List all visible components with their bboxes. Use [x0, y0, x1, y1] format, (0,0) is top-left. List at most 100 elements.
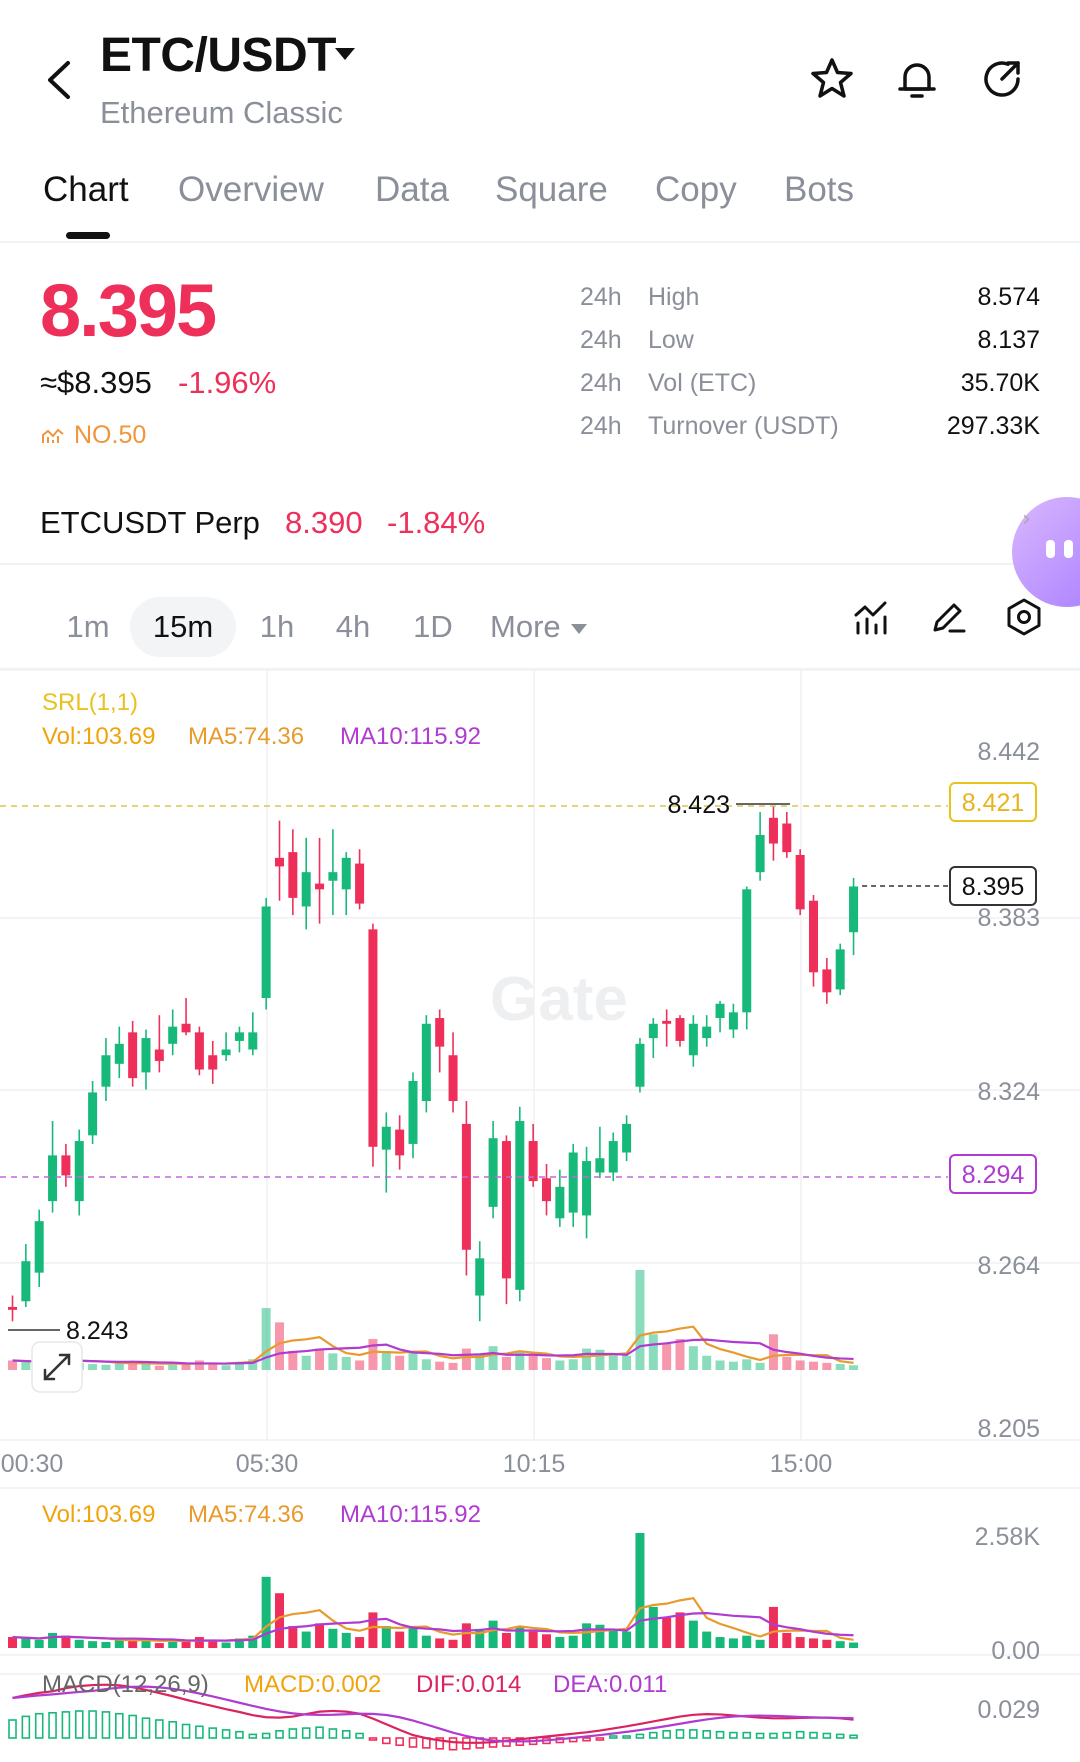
macd-histogram-bar: [755, 1732, 765, 1739]
volume-bar-overlay: [421, 1359, 431, 1370]
macd-histogram-bar: [88, 1710, 97, 1739]
volume-bar-overlay: [355, 1360, 365, 1370]
chart-area[interactable]: Gate 8.442 8.383 8.324 8.264 8.205 2.58K…: [0, 669, 1080, 1762]
assistant-eye-icon: [1064, 540, 1073, 558]
volume-bar-overlay: [622, 1355, 632, 1370]
interval-more[interactable]: More: [490, 597, 610, 657]
expand-icon: [43, 1353, 71, 1381]
candle-body: [782, 823, 792, 853]
macd-histogram-bar: [849, 1734, 858, 1739]
volume-bar-overlay: [755, 1362, 765, 1370]
volume-bar-overlay: [795, 1360, 805, 1370]
volume-bar: [662, 1617, 672, 1648]
volume-bar: [809, 1638, 818, 1648]
time-axis-tick: 15:00: [770, 1450, 833, 1478]
candle-body: [48, 1155, 58, 1202]
candle-body: [568, 1152, 578, 1213]
pair-title[interactable]: ETC/USDT: [100, 29, 337, 82]
high-low-markers: 8.423 8.243: [8, 791, 790, 1345]
fullscreen-button[interactable]: [31, 1341, 83, 1393]
volume-bar: [114, 1640, 124, 1648]
ma10-legend: MA10:115.92: [340, 723, 481, 750]
candle-body: [742, 889, 752, 1013]
interval-1m[interactable]: 1m: [66, 609, 110, 644]
tab-data[interactable]: Data: [375, 170, 449, 209]
macd-histogram-bar: [368, 1737, 378, 1741]
volume-bar: [648, 1606, 658, 1648]
interval-1d[interactable]: 1D: [413, 609, 453, 644]
candle-body: [582, 1161, 592, 1216]
candle-body: [194, 1032, 204, 1070]
chart-grid: [0, 669, 1080, 1675]
rank-badge[interactable]: NO.50: [42, 421, 146, 450]
rank-label: NO.50: [74, 421, 147, 449]
chevron-down-icon[interactable]: [335, 48, 355, 60]
volume-bar: [315, 1623, 325, 1648]
candle-body: [849, 886, 859, 933]
volume-bar: [208, 1639, 218, 1648]
time-axis-tick: 10:15: [503, 1450, 566, 1478]
dif-legend: DIF:0.014: [416, 1671, 521, 1698]
volume-bar-overlay: [128, 1361, 138, 1370]
volume-bar: [221, 1642, 231, 1648]
settings-icon[interactable]: [1004, 597, 1044, 637]
volume-bar: [168, 1641, 178, 1648]
macd-legend: MACD(12,26,9): [42, 1671, 209, 1698]
candle-body: [662, 1020, 672, 1024]
volume-bar: [688, 1620, 698, 1648]
candle-body: [234, 1032, 244, 1041]
rank-chart-icon: [42, 428, 64, 444]
candle-body: [622, 1123, 632, 1153]
candle-body: [515, 1121, 525, 1290]
bell-icon[interactable]: [893, 55, 941, 103]
volume-bar-overlay: [114, 1363, 124, 1370]
volume-bar: [194, 1637, 204, 1648]
volume-bar: [48, 1632, 58, 1648]
macd-histogram-bar: [675, 1729, 685, 1739]
tab-bots[interactable]: Bots: [784, 170, 855, 209]
time-axis: 00:30 05:30 10:15 15:00: [1, 1450, 833, 1478]
volume-bar-overlay: [582, 1348, 592, 1370]
kline-chart[interactable]: Gate 8.442 8.383 8.324 8.264 8.205 2.58K…: [0, 669, 1080, 1762]
perp-contract-row[interactable]: ETCUSDT Perp 8.390 -1.84%: [0, 485, 1080, 565]
star-icon[interactable]: [808, 55, 856, 103]
macd-histogram-bar: [715, 1730, 725, 1739]
ma10-line-overlay: [12, 1338, 854, 1365]
macd-histogram-bar: [48, 1712, 57, 1739]
macd-histogram-bar: [341, 1730, 351, 1739]
indicator-icon[interactable]: [852, 597, 892, 637]
tab-copy[interactable]: Copy: [655, 170, 737, 209]
candle-body: [648, 1023, 658, 1039]
volume-bar: [74, 1639, 84, 1648]
volume-bar: [381, 1626, 391, 1648]
macd-histogram-bar: [181, 1723, 191, 1739]
price-axis-tick: 8.442: [977, 738, 1040, 766]
interval-4h[interactable]: 4h: [335, 609, 371, 644]
tab-overview[interactable]: Overview: [178, 170, 324, 209]
volume-bar-overlay: [448, 1362, 458, 1370]
macd-histogram-bar: [622, 1735, 631, 1739]
macd-histogram-bar: [168, 1721, 177, 1739]
interval-1h[interactable]: 1h: [259, 609, 295, 644]
volume-bar-overlay: [715, 1360, 725, 1370]
interval-15m[interactable]: 15m: [130, 597, 236, 657]
volume-bar-overlay: [675, 1339, 685, 1370]
srl-upper-tag: [949, 782, 1037, 822]
share-icon[interactable]: [978, 55, 1026, 103]
macd-histogram-bar: [689, 1729, 698, 1739]
tab-square[interactable]: Square: [495, 170, 608, 209]
srl-legend: SRL(1,1): [42, 689, 138, 716]
current-price-tag[interactable]: [949, 866, 1037, 906]
tab-chart[interactable]: Chart: [43, 170, 129, 209]
back-icon[interactable]: [40, 55, 80, 105]
volume-bar-overlay: [248, 1359, 258, 1370]
candle-body: [181, 1023, 191, 1033]
coin-full-name: Ethereum Classic: [100, 95, 343, 130]
volume-bar-overlay: [315, 1348, 325, 1370]
candle-body: [728, 1012, 738, 1030]
draw-icon[interactable]: [928, 597, 968, 637]
macd-histogram-bar: [355, 1732, 364, 1739]
volume-bar-overlay: [475, 1353, 485, 1370]
stat-label: Low: [648, 326, 694, 354]
volume-bar-overlay: [234, 1361, 244, 1370]
